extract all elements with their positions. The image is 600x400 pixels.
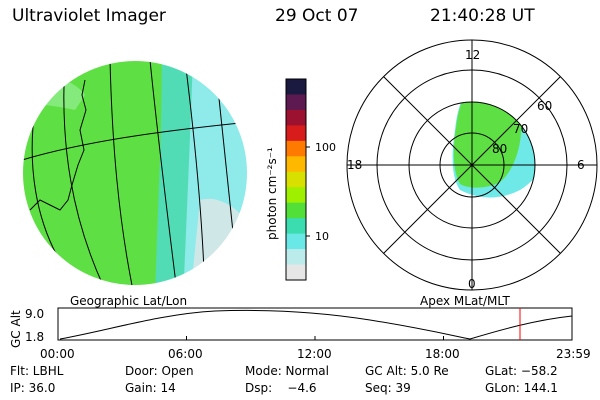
colorbar-cell <box>286 264 306 281</box>
gc-alt-info: GC Alt: 5.0 Re <box>365 364 449 378</box>
lat-label-80: 80 <box>492 142 507 156</box>
instrument-title: Ultraviolet Imager <box>12 6 166 26</box>
colorbar-tick-10: 10 <box>315 230 329 243</box>
colorbar-cell <box>286 109 306 126</box>
colorbar-cell <box>286 94 306 111</box>
time-label: 21:40:28 UT <box>430 6 535 26</box>
seq-info: Seq: 39 <box>365 381 411 395</box>
altitude-xtick-2359: 23:59 <box>556 347 591 361</box>
glon-info: GLon: 144.1 <box>485 381 558 395</box>
colorbar-cell <box>286 156 306 173</box>
colorbar-cell <box>286 249 306 266</box>
geo-emission-map <box>22 60 248 286</box>
mlt-label-18: 18 <box>347 158 362 172</box>
altitude-xtick-1200: 12:00 <box>297 347 332 361</box>
colorbar-cell <box>286 202 306 219</box>
altitude-xtick-1800: 18:00 <box>425 347 460 361</box>
mlt-label-12: 12 <box>465 48 480 62</box>
coastline <box>29 79 87 211</box>
colorbar-cell <box>286 125 306 142</box>
altitude-ylabel: GC Alt <box>9 310 23 348</box>
mode-info: Mode: Normal <box>245 364 329 378</box>
colorbar <box>285 78 310 281</box>
colorbar-cell <box>286 171 306 188</box>
mlt-label-6: 6 <box>577 158 585 172</box>
colorbar-unit-label: photon cm⁻²s⁻¹ <box>265 147 279 240</box>
glat-info: GLat: −58.2 <box>485 364 558 378</box>
ip-info: IP: 36.0 <box>10 381 56 395</box>
mlt-label-0: 0 <box>468 277 476 291</box>
colorbar-cell <box>286 218 306 235</box>
colorbar-cell <box>286 187 306 204</box>
altitude-xtick-0600: 06:00 <box>168 347 203 361</box>
door-info: Door: Open <box>125 364 194 378</box>
altitude-plot <box>57 307 573 341</box>
date-label: 29 Oct 07 <box>275 6 359 26</box>
altitude-ytick-top: 9.0 <box>25 307 44 321</box>
polar-caption: Apex MLat/MLT <box>420 294 510 308</box>
geo-caption: Geographic Lat/Lon <box>70 294 187 308</box>
colorbar-cell <box>286 233 306 250</box>
lat-label-70: 70 <box>513 122 528 136</box>
dsp-info: Dsp: −4.6 <box>245 381 317 395</box>
colorbar-cell <box>286 140 306 157</box>
gain-info: Gain: 14 <box>125 381 176 395</box>
lat-label-60: 60 <box>537 99 552 113</box>
altitude-xtick-0000: 00:00 <box>40 347 75 361</box>
filter-info: Flt: LBHL <box>10 364 64 378</box>
altitude-ytick-bottom: 1.8 <box>25 330 44 344</box>
colorbar-cell <box>286 79 306 96</box>
polar-map <box>346 39 598 291</box>
geographic-map <box>21 59 249 287</box>
colorbar-tick-100: 100 <box>315 141 336 154</box>
